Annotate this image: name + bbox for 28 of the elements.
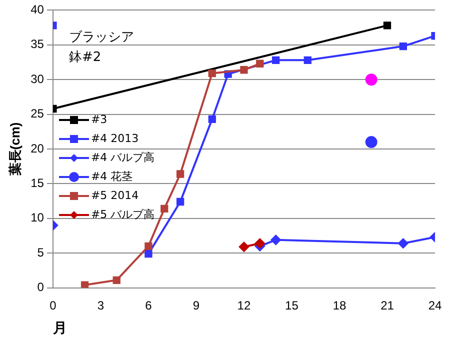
y-tick-label: 40	[30, 2, 44, 17]
annotation: ブラッシア	[68, 29, 134, 48]
legend-label: #5 バルブ高	[90, 208, 155, 222]
y-tick-label: 25	[30, 106, 44, 121]
x-tick-label: 6	[145, 298, 152, 312]
legend-label: #3	[90, 113, 108, 127]
x-tick-label: 15	[285, 298, 299, 312]
x-tick-label: 3	[97, 298, 104, 312]
y-tick-label: 35	[30, 37, 44, 52]
x-axis-title: 月	[52, 319, 67, 336]
x-tick-label: 24	[428, 298, 442, 312]
x-tick-label: 18	[332, 298, 346, 312]
legend-label: #4 バルブ高	[90, 151, 155, 165]
x-tick-label: 0	[50, 298, 57, 312]
y-tick-label: 15	[30, 176, 44, 190]
y-tick-label: 30	[30, 72, 44, 86]
y-tick-label: 20	[30, 141, 44, 156]
x-tick-label: 21	[380, 298, 394, 312]
legend-label: #5 2014	[90, 189, 139, 203]
annotation: 鉢#2	[68, 49, 102, 68]
y-axis-title: 葉長(cm)	[7, 122, 22, 177]
legend-label: #4 花茎	[90, 170, 133, 184]
y-tick-label: 10	[30, 210, 44, 225]
y-tick-label: 0	[37, 280, 44, 294]
legend-label: #4 2013	[90, 132, 139, 146]
x-tick-label: 9	[192, 298, 200, 312]
y-tick-label: 5	[37, 245, 44, 260]
x-tick-label: 12	[237, 298, 251, 312]
